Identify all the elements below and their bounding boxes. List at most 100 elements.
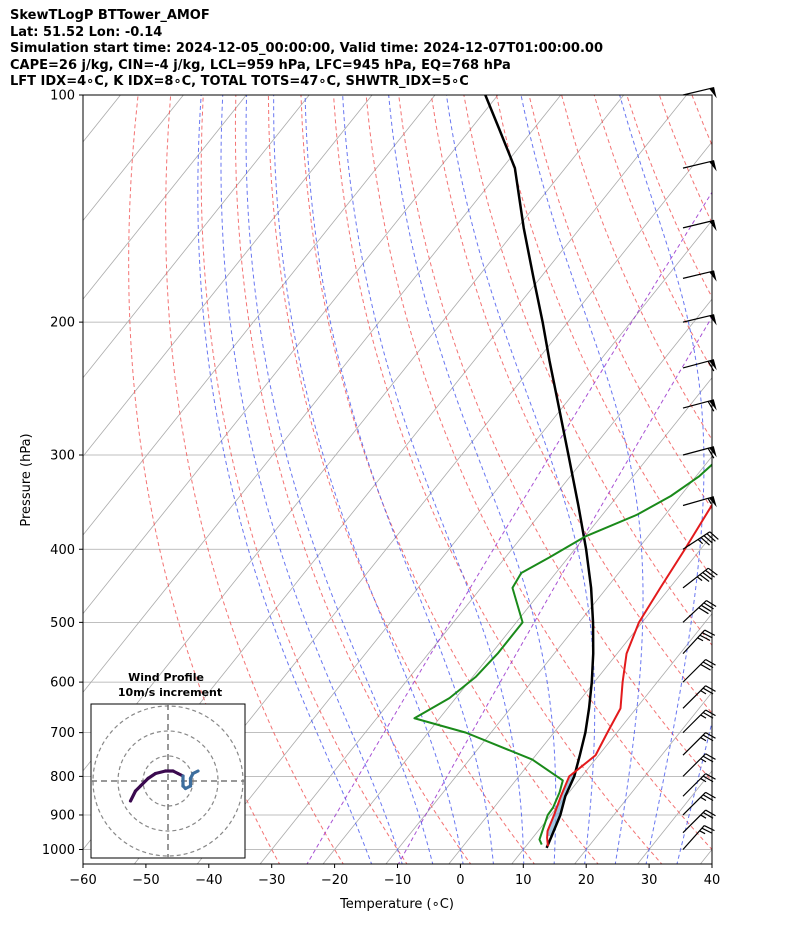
dry-adiabat-line [626,95,712,299]
x-tick-label: 10 [515,873,532,888]
y-tick-label: 200 [50,316,75,331]
wind-barb-staff [682,685,707,709]
x-tick-label: −50 [132,873,159,888]
isotherm-line [448,534,712,864]
wind-barb-feather [700,537,710,546]
isotherm-line [574,691,712,864]
hodograph-trace-segment [191,769,200,776]
wind-barb-feather [705,809,716,817]
isotherm-line [83,95,499,615]
cape-shading [547,504,712,837]
dry-adiabat-line [200,95,408,864]
x-tick-label: 20 [578,873,595,888]
moist-adiabat-line [619,95,705,864]
wind-barb-flag [709,270,717,282]
y-tick-label: 500 [50,616,75,631]
wind-barb-feather [707,401,715,412]
hodograph-trace-segment [153,769,168,776]
dry-adiabat-line [528,95,712,510]
wind-barb-feather [702,775,714,783]
moist-adiabat-line [197,95,373,864]
wind-barb [682,791,716,816]
wind-barb-half-feather [700,796,707,801]
wind-barb-feather [700,604,712,612]
wind-barb-half-feather [700,814,707,819]
wind-barb-flag [709,314,717,326]
dewpoint-profile-line [413,463,712,845]
isotherm-line [83,95,247,300]
wind-barb-staff [682,359,715,369]
hodograph-trace-segment [138,776,150,788]
wind-barb-feather [707,567,718,576]
x-tick-label: −10 [384,873,411,888]
wind-barb [682,753,716,777]
wind-barb [682,219,717,232]
wind-barb-feather [705,569,715,578]
wind-barb-staff [682,600,707,623]
wind-barb [682,496,717,508]
wind-barb [682,446,717,459]
wind-barb-feather [707,447,715,459]
isotherm-line [322,377,712,864]
wind-barb [682,809,716,834]
dry-adiabat-line [430,95,712,714]
y-tick-label: 900 [50,808,75,823]
x-tick-label: 40 [704,873,721,888]
wind-barb-staff [682,629,706,655]
wind-barb [682,314,717,326]
wind-barb-feather [706,600,717,608]
wind-barb-staff [682,809,707,834]
wind-barb-feather [705,709,716,717]
dry-adiabat-line [300,95,599,864]
dry-adiabat-line [757,95,794,865]
wind-barb-staff [682,219,715,229]
wind-barb-staff [682,567,709,589]
moist-adiabat-line [245,95,434,864]
wind-barb-staff [682,659,707,683]
wind-barb-feather [705,773,716,780]
wind-barb-half-feather [700,778,707,783]
wind-barb-flag [709,220,717,232]
x-tick-label: −60 [69,873,96,888]
wind-barb-feather [705,658,716,666]
title-line-1: SkewTLogP BTTower_AMOF [10,8,210,23]
x-axis-label: Temperature (∘C) [339,897,454,912]
moist-adiabat-line [388,95,557,864]
isotherm-line [83,95,562,693]
wind-barb-feather [702,661,714,669]
wind-barb-flag [709,359,717,371]
wind-barb-feather [707,360,715,372]
wind-barb-feather [705,791,716,799]
dry-adiabat-line [267,95,535,864]
title-line-5: LFT IDX=4∘C, K IDX=8∘C, TOTAL TOTS=47∘C,… [10,74,469,89]
y-axis-label: Pressure (hPa) [19,433,34,526]
wind-barb-feather [702,794,714,802]
wind-barb-feather [698,607,709,615]
wind-barb-staff [682,732,707,756]
wind-barb-staff [682,446,715,456]
dry-adiabat-line [463,95,712,647]
wind-barb-staff [682,86,715,96]
wind-barb-half-feather [697,539,704,545]
wind-barb-half-feather [700,714,707,719]
dry-adiabat-line [398,95,712,782]
wind-barb [682,600,717,623]
mixing-ratio-line [306,191,712,864]
x-tick-label: −30 [258,873,285,888]
title-line-4: CAPE=26 j/kg, CIN=-4 j/kg, LCL=959 hPa, … [10,57,511,73]
wind-barb-feather [702,812,714,819]
wind-barb-flag [709,87,717,99]
isotherm-line [83,95,373,458]
wind-barb-feather [702,755,714,763]
mixing-ratio-line [397,316,712,864]
dry-adiabat-line [561,95,712,441]
dry-adiabat-line [495,95,712,579]
dry-adiabat-line [365,95,712,851]
x-tick-label: −20 [321,873,348,888]
wind-barb [682,270,717,282]
isotherm-line [636,770,712,864]
moist-adiabat-line [342,95,525,864]
wind-barb-feather [703,535,713,544]
y-tick-label: 400 [50,543,75,558]
